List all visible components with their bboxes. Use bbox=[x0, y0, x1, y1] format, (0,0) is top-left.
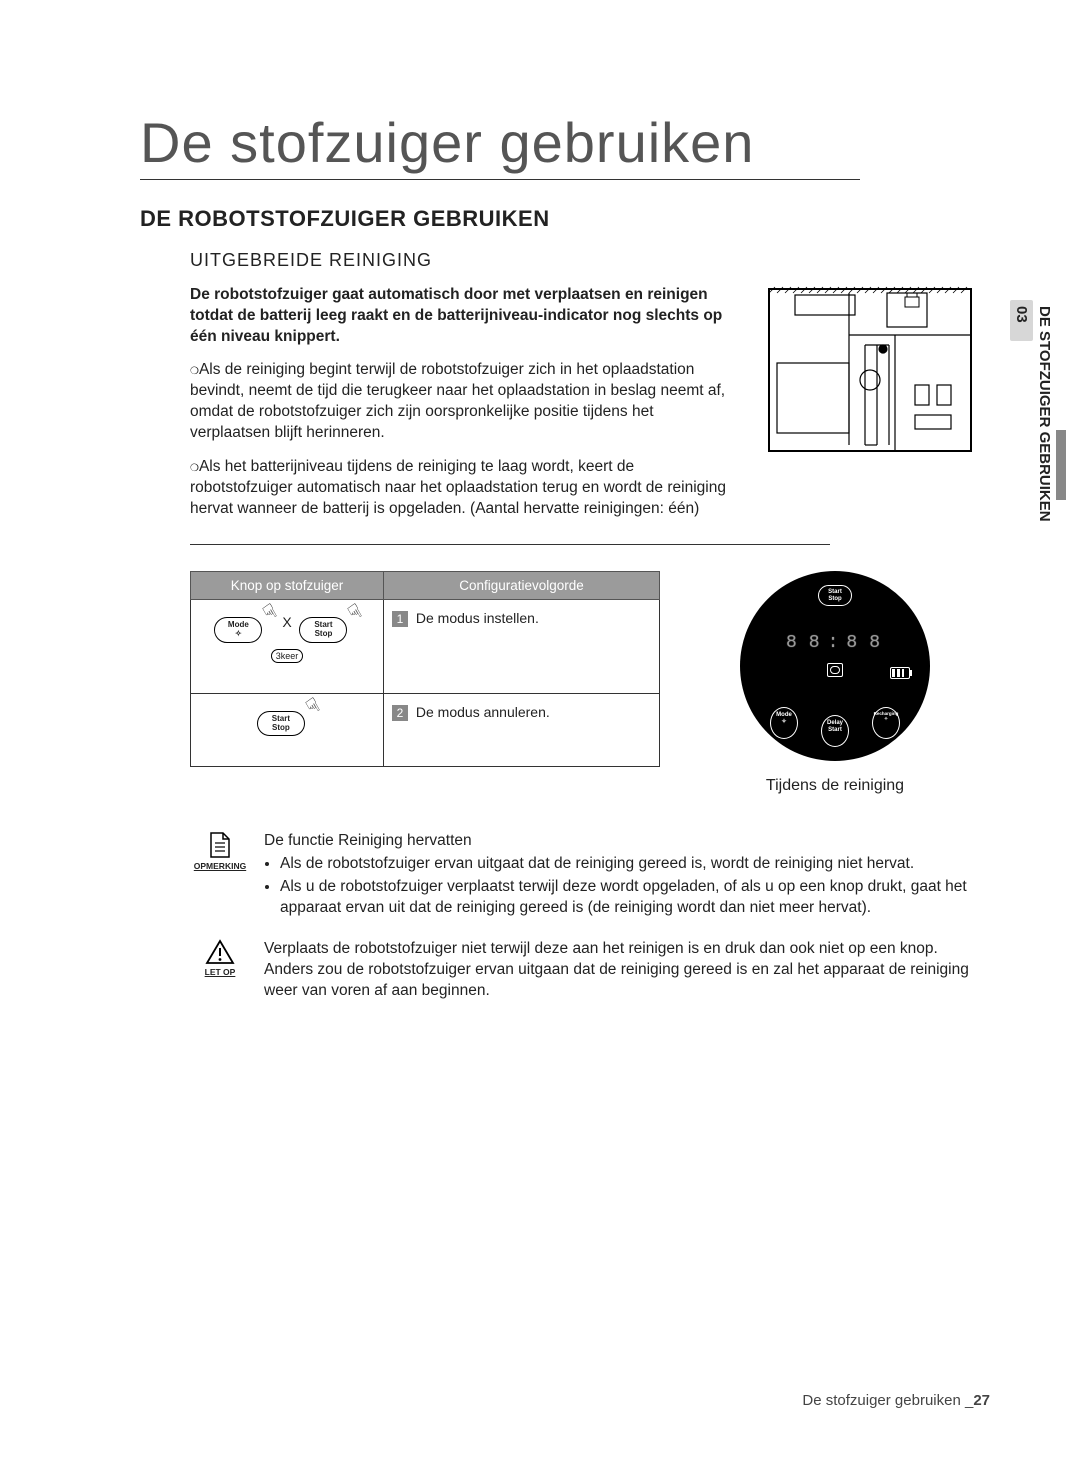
step-number-badge: 2 bbox=[392, 705, 408, 721]
footer-label: De stofzuiger gebruiken _ bbox=[802, 1392, 973, 1409]
cell-knop-1: Mode ✧ ☟ X Start Stop ☟ 3keer bbox=[191, 600, 384, 694]
cell-step-2: 2 De modus annuleren. bbox=[384, 693, 660, 767]
intro-block: De robotstofzuiger gaat automatisch door… bbox=[190, 285, 990, 534]
warning-icon bbox=[205, 939, 235, 965]
manual-page: 03 DE STOFZUIGER GEBRUIKEN De stofzuiger… bbox=[0, 0, 1080, 1469]
mode-button-icon: Mode ✧ bbox=[214, 617, 262, 643]
start-stop-button-icon: Start Stop bbox=[299, 617, 347, 643]
side-tab: 03 DE STOFZUIGER GEBRUIKEN bbox=[1010, 300, 1056, 702]
note-icon-col: LET OP bbox=[190, 939, 250, 1002]
note-kind-label: OPMERKING bbox=[194, 861, 246, 871]
table-row: Start Stop ☟ 2 De modus annuleren. bbox=[191, 693, 660, 767]
cell-step-1: 1 De modus instellen. bbox=[384, 600, 660, 694]
intro-paragraph-1: ❍Als de reiniging begint terwijl de robo… bbox=[190, 360, 735, 444]
step-text: De modus instellen. bbox=[416, 610, 539, 626]
hand-icon: ☟ bbox=[262, 605, 279, 621]
note-text: De functie Reiniging hervatten Als de ro… bbox=[264, 831, 990, 921]
note-text: Verplaats de robotstofzuiger niet terwij… bbox=[264, 939, 990, 1002]
vacuum-top-view: StartStop 88:88 Mode✧ DelayStart Recharg… bbox=[740, 571, 930, 761]
disc-display: 88:88 bbox=[782, 633, 888, 653]
note-icon bbox=[208, 831, 232, 859]
note-bullet: Als de robotstofzuiger ervan uitgaat dat… bbox=[280, 854, 990, 875]
section-heading: DE ROBOTSTOFZUIGER GEBRUIKEN bbox=[140, 206, 990, 232]
start-stop-button-icon: Start Stop bbox=[257, 711, 305, 737]
table-row: Mode ✧ ☟ X Start Stop ☟ 3keer 1 De modus… bbox=[191, 600, 660, 694]
intro-text: De robotstofzuiger gaat automatisch door… bbox=[190, 285, 735, 534]
battery-icon bbox=[890, 667, 910, 679]
table-header-config: Configuratievolgorde bbox=[384, 572, 660, 600]
note-bullet: Als u de robotstofzuiger verplaatst terw… bbox=[280, 877, 990, 919]
separator-line bbox=[190, 544, 830, 545]
cell-knop-2: Start Stop ☟ bbox=[191, 693, 384, 767]
press-count-badge: 3keer bbox=[271, 649, 304, 663]
note-icon-col: OPMERKING bbox=[190, 831, 250, 921]
chapter-title: De stofzuiger gebruiken bbox=[140, 110, 860, 180]
loop-icon bbox=[827, 663, 843, 677]
disc-recharging-icon: Recharging✧ bbox=[872, 707, 900, 739]
disc-start-stop-icon: StartStop bbox=[818, 585, 852, 606]
note-opmerking: OPMERKING De functie Reiniging hervatten… bbox=[190, 831, 990, 921]
table-and-disc-row: Knop op stofzuiger Configuratievolgorde … bbox=[190, 571, 990, 795]
side-tab-label: DE STOFZUIGER GEBRUIKEN bbox=[1033, 300, 1056, 702]
vacuum-disc-illustration: StartStop 88:88 Mode✧ DelayStart Recharg… bbox=[730, 571, 940, 795]
page-footer: De stofzuiger gebruiken _27 bbox=[802, 1392, 990, 1409]
note-title: De functie Reiniging hervatten bbox=[264, 832, 472, 849]
intro-paragraph-2: ❍Als het batterijniveau tijdens de reini… bbox=[190, 457, 735, 520]
floorplan-illustration bbox=[765, 285, 975, 455]
times-x: X bbox=[282, 614, 291, 630]
disc-mode-icon: Mode✧ bbox=[770, 707, 798, 739]
table-header-knop: Knop op stofzuiger bbox=[191, 572, 384, 600]
step-number-badge: 1 bbox=[392, 611, 408, 627]
side-tab-number: 03 bbox=[1010, 300, 1033, 341]
steps-table: Knop op stofzuiger Configuratievolgorde … bbox=[190, 571, 660, 767]
disc-caption: Tijdens de reiniging bbox=[730, 777, 940, 795]
footer-page-number: 27 bbox=[973, 1392, 990, 1409]
hand-icon: ☟ bbox=[305, 698, 322, 714]
subsection-heading: UITGEBREIDE REINIGING bbox=[190, 250, 990, 271]
step-text: De modus annuleren. bbox=[416, 704, 550, 720]
hand-icon: ☟ bbox=[347, 605, 364, 621]
note-kind-label: LET OP bbox=[205, 967, 236, 977]
warning-text: Verplaats de robotstofzuiger niet terwij… bbox=[264, 940, 969, 999]
intro-bold: De robotstofzuiger gaat automatisch door… bbox=[190, 285, 735, 348]
disc-delay-icon: DelayStart bbox=[821, 715, 849, 747]
note-bullets: Als de robotstofzuiger ervan uitgaat dat… bbox=[264, 854, 990, 919]
note-letop: LET OP Verplaats de robotstofzuiger niet… bbox=[190, 939, 990, 1002]
